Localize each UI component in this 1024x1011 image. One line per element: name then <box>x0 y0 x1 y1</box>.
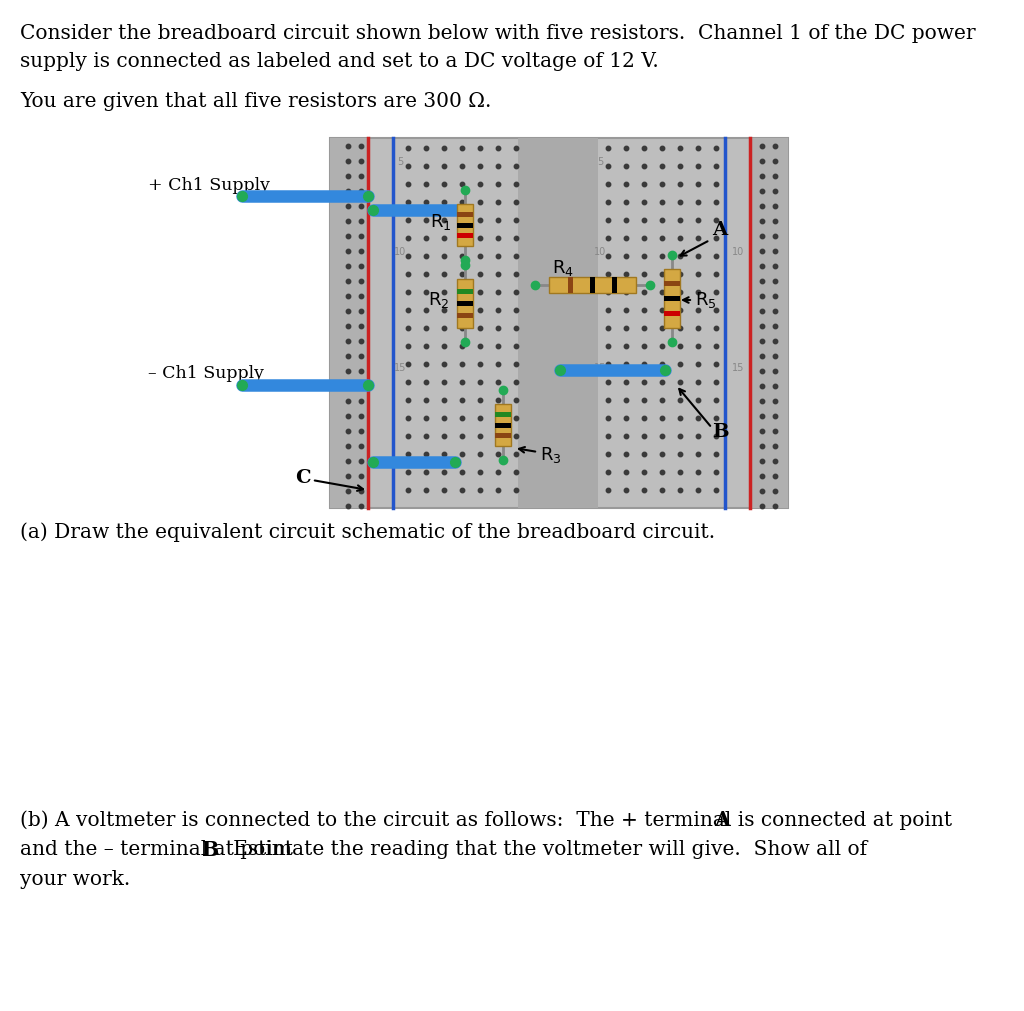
Text: Consider the breadboard circuit shown below with five resistors.  Channel 1 of t: Consider the breadboard circuit shown be… <box>20 24 976 43</box>
Text: supply is connected as labeled and set to a DC voltage of 12 V.: supply is connected as labeled and set t… <box>20 52 658 71</box>
Bar <box>457 222 473 227</box>
Bar <box>495 423 511 428</box>
Text: A: A <box>714 810 730 830</box>
Text: .  Estimate the reading that the voltmeter will give.  Show all of: . Estimate the reading that the voltmete… <box>214 840 867 859</box>
Bar <box>611 277 616 293</box>
Bar <box>457 212 473 217</box>
Bar <box>457 313 473 318</box>
Text: 10: 10 <box>732 247 744 257</box>
Text: 5: 5 <box>597 157 603 167</box>
Bar <box>457 279 473 328</box>
Text: 5: 5 <box>397 157 403 167</box>
Bar <box>457 301 473 306</box>
Text: your work.: your work. <box>20 870 130 889</box>
Bar <box>330 137 788 508</box>
Bar <box>590 277 595 293</box>
Text: $\mathsf{R_4}$: $\mathsf{R_4}$ <box>552 258 573 278</box>
Bar <box>518 137 598 508</box>
Bar <box>330 137 368 508</box>
Text: 15: 15 <box>732 363 744 373</box>
Bar <box>457 289 473 294</box>
Text: (b) A voltmeter is connected to the circuit as follows:  The + terminal is conne: (b) A voltmeter is connected to the circ… <box>20 810 958 830</box>
Bar <box>750 137 788 508</box>
Text: 15: 15 <box>394 363 407 373</box>
Text: You are given that all five resistors are 300 Ω.: You are given that all five resistors ar… <box>20 92 492 111</box>
Text: $\mathsf{R_1}$: $\mathsf{R_1}$ <box>430 212 452 232</box>
Text: – Ch1 Supply: – Ch1 Supply <box>148 366 264 382</box>
Text: + Ch1 Supply: + Ch1 Supply <box>148 177 270 193</box>
Bar <box>664 310 680 315</box>
Text: and the – terminal at point: and the – terminal at point <box>20 840 299 859</box>
Text: $\mathsf{R_2}$: $\mathsf{R_2}$ <box>428 290 450 310</box>
Bar <box>495 433 511 438</box>
Bar <box>457 204 473 246</box>
Text: B: B <box>712 423 729 441</box>
Text: (a) Draw the equivalent circuit schematic of the breadboard circuit.: (a) Draw the equivalent circuit schemati… <box>20 522 715 542</box>
Text: 10: 10 <box>394 247 407 257</box>
Bar <box>664 281 680 286</box>
Text: C: C <box>295 469 310 487</box>
Text: B: B <box>202 840 219 860</box>
Text: 15: 15 <box>594 363 606 373</box>
Text: 10: 10 <box>594 247 606 257</box>
Bar <box>664 296 680 301</box>
Bar <box>664 269 680 328</box>
Text: A: A <box>712 221 727 239</box>
Bar <box>495 412 511 417</box>
Text: $\mathsf{R_3}$: $\mathsf{R_3}$ <box>540 445 561 465</box>
Bar <box>495 404 511 446</box>
Text: $\mathsf{R_5}$: $\mathsf{R_5}$ <box>695 290 717 310</box>
Bar <box>568 277 573 293</box>
Bar <box>549 277 636 293</box>
Bar <box>457 233 473 238</box>
